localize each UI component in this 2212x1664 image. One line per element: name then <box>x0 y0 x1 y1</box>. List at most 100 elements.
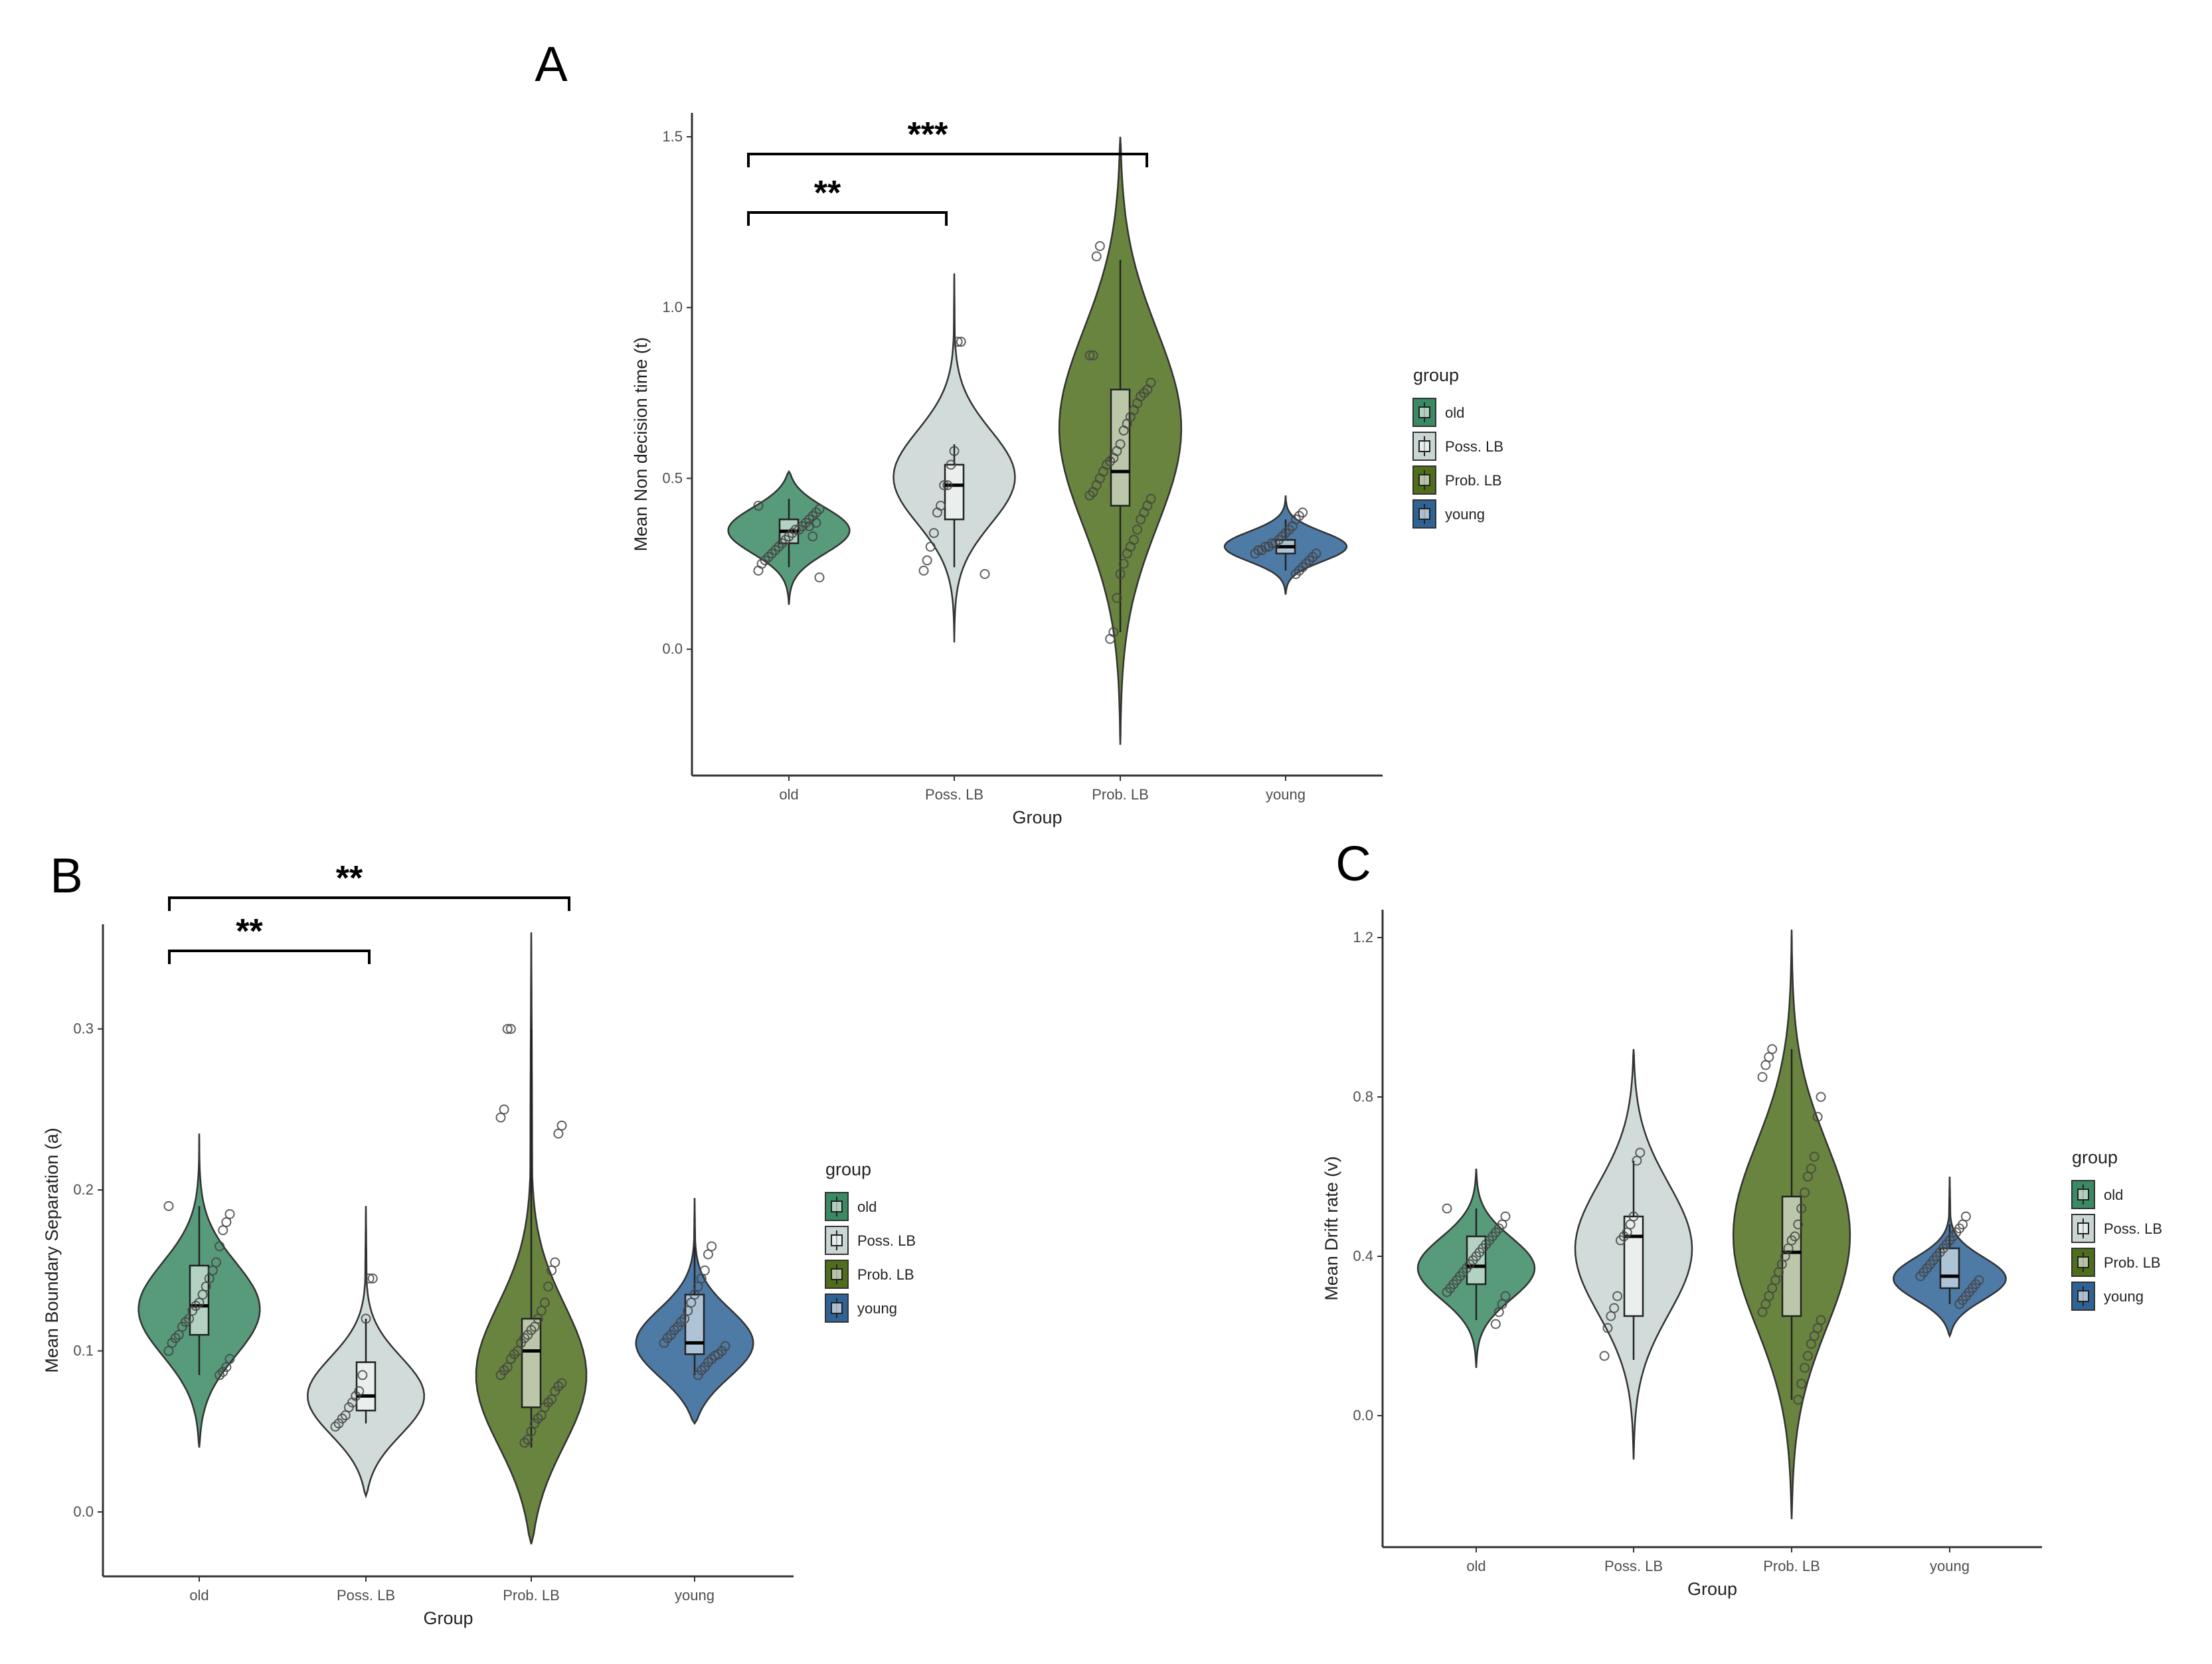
y-tick-label: 0.0 <box>1353 1407 1373 1424</box>
violin-group-poss-lb <box>1574 1048 1693 1460</box>
legend-key-box <box>2077 1189 2089 1201</box>
panel-a: A 0.0 0.5 1.0 1.5 Mean Non decision time (t) o… <box>535 37 1503 827</box>
data-point <box>224 1208 235 1219</box>
data-point <box>495 1370 506 1380</box>
data-point <box>333 1418 344 1429</box>
data-point <box>922 555 932 566</box>
data-point <box>1442 1203 1452 1214</box>
panels: A 0.0 0.5 1.0 1.5 Mean Non decision time (t) o… <box>42 37 2162 1628</box>
legend-label: young <box>857 1300 897 1317</box>
x-axis-title: Group <box>1687 1579 1737 1599</box>
y-tick-label: 0.2 <box>73 1181 94 1198</box>
data-point <box>1308 552 1318 562</box>
box <box>684 1293 705 1355</box>
y-tick-label: 0.3 <box>73 1021 94 1037</box>
y-tick-label: 0.0 <box>73 1503 94 1520</box>
legend-item: Poss. LB <box>825 1226 916 1255</box>
panel-letter: C <box>1335 836 1371 891</box>
data-point <box>1112 592 1122 603</box>
data-point <box>197 1290 208 1300</box>
x-tick-label: young <box>675 1587 715 1604</box>
data-point <box>553 1128 564 1139</box>
data-point <box>1091 251 1102 262</box>
data-point <box>207 1265 218 1276</box>
legend: group old Poss. LB Prob. LB young <box>2071 1147 2162 1311</box>
violin-group-young <box>1893 1176 2007 1339</box>
data-point <box>539 1402 550 1412</box>
data-point <box>340 1410 351 1421</box>
data-point <box>1796 1378 1807 1389</box>
legend-key-box <box>831 1268 843 1280</box>
significance-label: ** <box>236 912 263 951</box>
data-point <box>218 1225 228 1236</box>
data-point <box>364 1273 375 1284</box>
data-point <box>543 1282 554 1292</box>
significance-bracket <box>168 950 371 964</box>
data-point <box>1615 1235 1626 1246</box>
data-point <box>1290 568 1301 579</box>
legend-item: young <box>2071 1282 2144 1311</box>
data-point <box>1132 525 1143 535</box>
significance-label: *** <box>908 116 948 154</box>
y-tick-label: 1.5 <box>662 128 683 145</box>
box <box>1623 1215 1644 1317</box>
data-point <box>1294 565 1304 576</box>
data-point <box>539 1297 550 1308</box>
legend-key-box <box>831 1234 843 1246</box>
data-point <box>1253 544 1264 555</box>
box <box>1781 1195 1802 1317</box>
data-point <box>760 555 770 566</box>
data-point <box>184 1313 195 1324</box>
legend-label: young <box>1445 506 1485 523</box>
data-point <box>939 480 950 491</box>
data-point <box>1304 555 1315 566</box>
data-point <box>753 501 764 511</box>
legend-item: young <box>1412 499 1485 529</box>
data-point <box>519 1438 530 1448</box>
data-point <box>946 459 956 470</box>
x-tick-label: Poss. LB <box>1604 1558 1663 1574</box>
data-point <box>1118 558 1129 569</box>
data-point <box>1493 1307 1504 1317</box>
significance-bracket <box>747 153 1148 167</box>
data-point <box>533 1313 543 1324</box>
data-point <box>717 1346 727 1357</box>
data-point <box>523 1434 533 1445</box>
data-point <box>201 1282 211 1292</box>
data-point <box>699 1362 710 1373</box>
data-point <box>1108 453 1119 463</box>
data-point <box>804 521 815 531</box>
data-point <box>689 1290 700 1300</box>
legend-item: Poss. LB <box>2071 1214 2162 1243</box>
panel-letter: B <box>50 848 82 903</box>
violin-group-old <box>1416 1168 1536 1369</box>
data-point <box>556 1120 567 1131</box>
legend: group old Poss. LB Prob. LB young <box>1412 365 1503 529</box>
data-point <box>367 1273 378 1284</box>
data-point <box>177 1321 187 1332</box>
data-point <box>1301 558 1312 569</box>
data-point <box>536 1410 547 1421</box>
data-point <box>1612 1291 1623 1301</box>
legend-key-box <box>2077 1290 2089 1302</box>
data-point <box>780 535 791 545</box>
legend-label: old <box>1445 404 1464 421</box>
legend-key-box <box>1418 406 1430 418</box>
data-point <box>811 507 821 518</box>
data-point <box>1802 1171 1813 1182</box>
legend-item: young <box>825 1293 897 1323</box>
data-point <box>814 504 825 515</box>
x-axis-title: Group <box>423 1608 473 1628</box>
x-tick-label: old <box>779 786 798 803</box>
box <box>944 463 965 521</box>
legend-label: Prob. LB <box>2104 1254 2161 1271</box>
violin-group-old <box>727 469 851 605</box>
data-point <box>707 1241 717 1252</box>
y-tick-label: 0.8 <box>1353 1088 1373 1105</box>
data-point <box>672 1321 683 1332</box>
data-point <box>1632 1155 1642 1166</box>
data-point <box>659 1337 669 1348</box>
x-tick-label: Prob. LB <box>503 1587 560 1604</box>
data-point <box>699 1265 710 1276</box>
data-point <box>505 1024 516 1035</box>
